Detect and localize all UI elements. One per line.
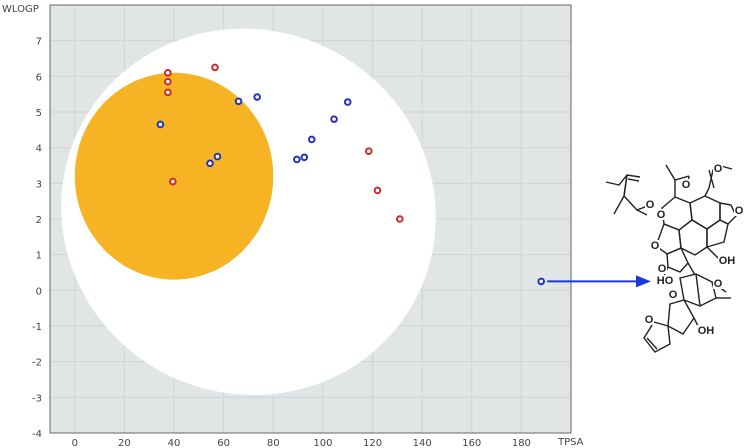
atom-label: OH (698, 325, 715, 337)
data-point (396, 215, 404, 223)
data-point (307, 135, 316, 144)
x-tick-label: 180 (512, 438, 531, 448)
atom-label-bg (718, 255, 736, 266)
x-tick-label: 20 (118, 438, 131, 448)
atom-label: O (651, 240, 660, 252)
x-tick-label: 120 (363, 438, 382, 448)
x-tick-label: 80 (267, 438, 280, 448)
y-tick-label: -4 (32, 429, 42, 440)
atom-label: O (645, 314, 654, 326)
y-tick-labels: -4 -3 -2 -1 0 1 2 3 4 5 6 7 (32, 37, 42, 440)
atom-label: O (669, 289, 678, 301)
atom-label: O (658, 263, 667, 275)
data-point (537, 277, 546, 286)
atom-label-bg (668, 289, 678, 300)
data-point (213, 152, 222, 161)
plot-frame (49, 4, 572, 434)
atom-label: O (682, 179, 691, 191)
y-tick-label: 6 (36, 72, 42, 83)
y-axis-label: WLOGP (2, 4, 39, 15)
data-point (164, 88, 172, 97)
data-point (164, 77, 172, 86)
region-ellipse (74, 72, 274, 280)
data-point (365, 147, 373, 156)
data-point (330, 115, 338, 123)
atom-label-bg (650, 240, 660, 251)
y-tick-label: -1 (32, 322, 42, 333)
data-point (211, 63, 219, 72)
atom-label-bg (644, 314, 654, 325)
atom-label-bg (656, 275, 674, 286)
regions (61, 28, 436, 396)
data-point (293, 155, 301, 164)
atom-label: O (735, 205, 744, 217)
atom-label: O (646, 199, 655, 211)
x-tick-label: 40 (168, 438, 181, 448)
data-points (156, 63, 546, 286)
data-point (253, 93, 261, 101)
atom-label-bg (713, 163, 723, 174)
data-point (164, 68, 172, 77)
atom-label: O (657, 209, 666, 221)
data-point (156, 120, 165, 129)
data-point (300, 153, 309, 162)
atom-label: O (714, 278, 723, 290)
atom-label: OH (719, 255, 736, 267)
y-tick-label: 7 (36, 37, 42, 48)
x-tick-labels: 0 20 40 60 80 100 120 140 160 180 (72, 438, 531, 448)
atom-label-bg (645, 199, 655, 210)
molecular-structure (605, 164, 737, 353)
data-point (343, 98, 352, 106)
atom-label: O (714, 163, 723, 175)
x-tick-label: 140 (413, 438, 432, 448)
atom-label-bg (713, 278, 723, 289)
data-point (373, 186, 382, 195)
y-tick-label: 5 (36, 108, 42, 119)
atom-label-bg (734, 205, 744, 216)
y-tick-label: 1 (36, 251, 42, 262)
annotation-arrow (547, 275, 651, 288)
x-axis-label: TPSA (557, 437, 584, 448)
atom-label: HO (657, 275, 674, 287)
atom-label-bg (697, 325, 715, 336)
x-tick-label: 0 (72, 438, 78, 448)
y-tick-label: 0 (36, 286, 42, 297)
x-tick-label: 160 (462, 438, 481, 448)
y-tick-label: 4 (36, 144, 42, 155)
data-point (234, 97, 243, 106)
atom-label-bg (657, 263, 667, 274)
y-tick-label: 2 (36, 215, 42, 226)
y-tick-label: -2 (32, 358, 42, 369)
data-point (206, 159, 214, 168)
atom-label-bg (681, 179, 691, 190)
data-point (169, 177, 177, 186)
y-tick-label: -3 (32, 393, 42, 404)
atom-label-bg (656, 209, 666, 220)
x-tick-label: 60 (217, 438, 230, 448)
x-tick-label: 100 (313, 438, 332, 448)
y-tick-label: 3 (36, 179, 42, 190)
